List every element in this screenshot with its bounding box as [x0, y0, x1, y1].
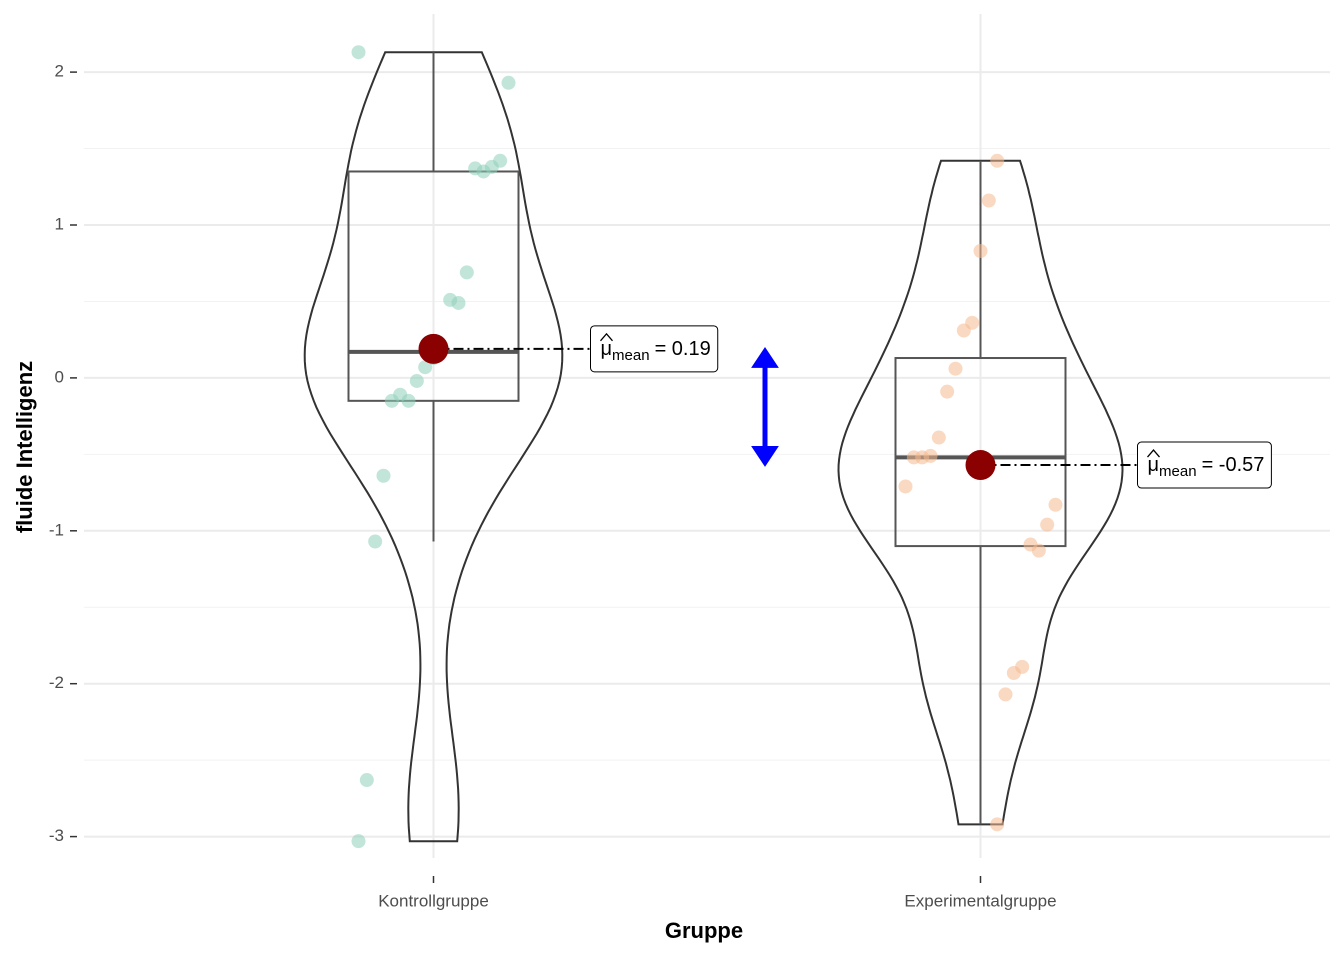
data-point [898, 479, 913, 494]
data-point [1023, 537, 1038, 552]
hat [600, 332, 613, 342]
y-tick-label: -1 [49, 520, 64, 539]
mean-subscript: mean [612, 347, 650, 364]
data-point [931, 430, 946, 445]
y-axis-title: fluide Intelligenz [12, 361, 37, 533]
arrow-head [751, 347, 779, 368]
mean-symbol: μ [1148, 454, 1160, 476]
mean-point [965, 450, 996, 481]
y-tick-label: -2 [49, 673, 64, 692]
data-point [443, 292, 458, 307]
data-point [351, 834, 366, 849]
data-point [981, 193, 996, 208]
data-point [459, 265, 474, 280]
data-point [906, 450, 921, 465]
data-point [418, 360, 433, 375]
data-point [940, 384, 955, 399]
data-point [384, 393, 399, 408]
mean-subscript: mean [1159, 463, 1197, 480]
mean-symbol: μ [601, 338, 613, 360]
violin [837, 159, 1124, 826]
y-tick-label: 0 [55, 367, 64, 386]
data-point [998, 687, 1013, 702]
box [894, 357, 1067, 548]
y-tick-label: 1 [55, 214, 64, 233]
violin [303, 51, 564, 843]
arrow-head [751, 446, 779, 467]
data-point [351, 45, 366, 60]
data-point [409, 373, 424, 388]
box [347, 170, 520, 402]
data-point [1006, 665, 1021, 680]
data-point [990, 153, 1005, 168]
mean-label-box [1137, 441, 1272, 489]
data-point [376, 468, 391, 483]
mean-label-box [590, 325, 719, 373]
mean-label: μmean = -0.57 [1148, 454, 1265, 480]
data-point [973, 243, 988, 258]
mean-value-label: = -0.57 [1202, 454, 1265, 476]
data-point [990, 817, 1005, 832]
data-point [1040, 517, 1055, 532]
x-tick-label: Experimentalgruppe [904, 891, 1056, 910]
mean-label: μmean = 0.19 [601, 338, 711, 364]
mean-value-label: = 0.19 [655, 338, 711, 360]
data-point [956, 323, 971, 338]
data-point [948, 361, 963, 376]
data-point [359, 773, 374, 788]
x-tick-label: Kontrollgruppe [378, 891, 489, 910]
y-tick-label: -3 [49, 826, 64, 845]
y-tick-label: 2 [55, 62, 64, 81]
x-axis-title: Gruppe [665, 918, 743, 943]
data-point [501, 75, 516, 90]
data-point [368, 534, 383, 549]
data-point [468, 161, 483, 176]
mean-point [418, 333, 449, 364]
hat [1147, 449, 1160, 458]
data-point [1048, 497, 1063, 512]
